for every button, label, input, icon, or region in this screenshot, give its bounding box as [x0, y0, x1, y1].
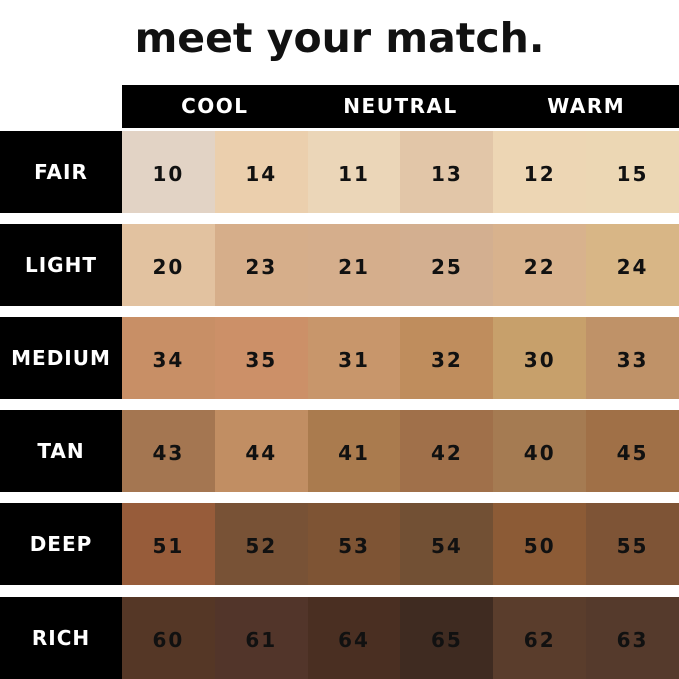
shade-row-light: LIGHT 20 23 21 25 22 24: [0, 224, 679, 306]
row-label: FAIR: [0, 131, 122, 213]
shade-swatch: 35: [214, 317, 308, 399]
shade-swatch: 30: [493, 317, 587, 399]
row-label: MEDIUM: [0, 317, 122, 399]
shade-swatch: 12: [493, 131, 587, 213]
shade-swatch: 32: [400, 317, 494, 399]
shade-row-deep: DEEP 51 52 53 54 50 55: [0, 503, 679, 585]
shade-swatch: 15: [586, 131, 679, 213]
column-neutral: NEUTRAL: [343, 94, 458, 118]
shade-swatch: 43: [122, 410, 215, 492]
shade-swatch: 64: [307, 597, 401, 679]
shade-swatch: 23: [214, 224, 308, 306]
column-cool: COOL: [181, 94, 249, 118]
shade-swatch: 61: [214, 597, 308, 679]
shade-swatch: 14: [214, 131, 308, 213]
shade-swatch: 11: [307, 131, 401, 213]
shade-swatch: 51: [122, 503, 215, 585]
undertone-header: COOL NEUTRAL WARM: [122, 85, 679, 128]
row-label: TAN: [0, 410, 122, 492]
shade-swatch: 42: [400, 410, 494, 492]
shade-row-medium: MEDIUM 34 35 31 32 30 33: [0, 317, 679, 399]
page-title: meet your match.: [134, 14, 545, 62]
shade-swatch: 25: [400, 224, 494, 306]
shade-swatch: 44: [214, 410, 308, 492]
shade-swatch: 13: [400, 131, 494, 213]
row-label: DEEP: [0, 503, 122, 585]
shade-swatch: 31: [307, 317, 401, 399]
shade-swatch: 50: [493, 503, 587, 585]
shade-swatch: 40: [493, 410, 587, 492]
shade-swatch: 10: [122, 131, 215, 213]
shade-swatch: 21: [307, 224, 401, 306]
shade-swatch: 65: [400, 597, 494, 679]
row-label: LIGHT: [0, 224, 122, 306]
shade-swatch: 53: [307, 503, 401, 585]
row-label: RICH: [0, 597, 122, 679]
shade-swatch: 20: [122, 224, 215, 306]
shade-swatch: 55: [586, 503, 679, 585]
shade-row-fair: FAIR 10 14 11 13 12 15: [0, 131, 679, 213]
shade-swatch: 41: [307, 410, 401, 492]
shade-row-rich: RICH 60 61 64 65 62 63: [0, 597, 679, 679]
shade-row-tan: TAN 43 44 41 42 40 45: [0, 410, 679, 492]
shade-swatch: 60: [122, 597, 215, 679]
shade-swatch: 45: [586, 410, 679, 492]
shade-swatch: 52: [214, 503, 308, 585]
column-warm: WARM: [547, 94, 626, 118]
shade-swatch: 63: [586, 597, 679, 679]
shade-swatch: 34: [122, 317, 215, 399]
shade-swatch: 24: [586, 224, 679, 306]
shade-swatch: 54: [400, 503, 494, 585]
shade-swatch: 22: [493, 224, 587, 306]
shade-swatch: 62: [493, 597, 587, 679]
shade-swatch: 33: [586, 317, 679, 399]
